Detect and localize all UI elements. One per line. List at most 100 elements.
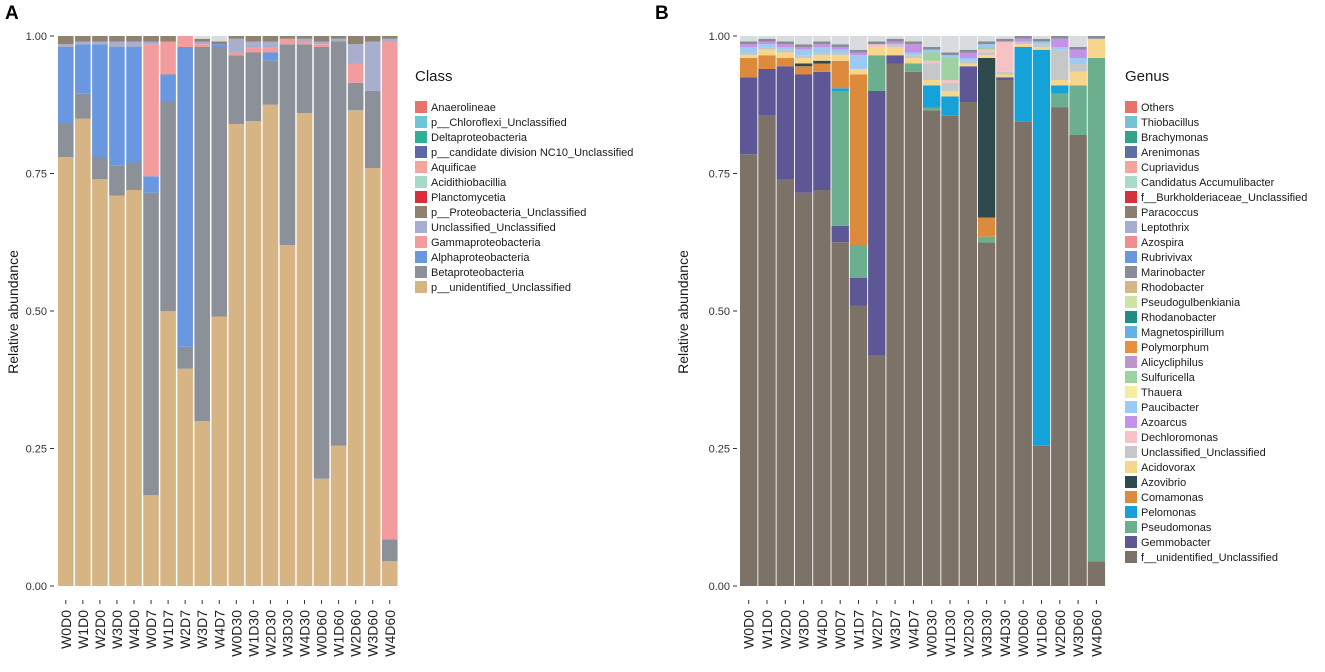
panel-a-legend-label: p__candidate division NC10_Unclassified [431,147,633,159]
panel-b-legend-swatch [1125,131,1137,143]
panel-a-bar-segment [126,47,142,163]
panel-a-bar-segment [109,195,125,586]
panel-a-bar-segment [245,36,262,42]
panel-b-bar-segment [1032,44,1051,47]
panel-a-bar-segment [109,47,125,166]
panel-b-bar-segment [849,49,868,53]
panel-a-legend-swatch [415,236,427,248]
panel-b-bar-segment [776,58,794,67]
panel-b-bar-segment [831,91,849,226]
panel-b-bar-segment [996,71,1014,75]
panel-b-bar-segment [776,179,794,586]
panel-a-legend-label: Aquificae [431,162,476,174]
panel-b-bar-segment [996,74,1014,78]
panel-b-bar-segment [904,41,923,45]
panel-a-bar-segment [296,38,313,42]
panel-a-bar-segment [313,41,330,45]
panel-a-bar-segment [177,368,193,586]
panel-a-bar-segment [75,93,91,119]
panel-b-bar-remainder [1032,36,1051,39]
panel-b-legend-swatch [1125,206,1137,218]
panel-b-bar-segment [831,88,849,91]
panel-a-bar-segment [347,36,364,45]
panel-b-x-tick-label: W3D30 [979,610,995,657]
panel-b-bar-segment [868,355,886,586]
panel-b-legend-swatch [1125,266,1137,278]
panel-b-legend-label: Polymorphum [1141,342,1209,354]
panel-b-y-tick-label: 0.75 [709,169,730,181]
panel-a-bar-segment [92,41,108,45]
panel-b-bar-segment [977,47,996,50]
panel-b-legend-swatch [1125,401,1137,413]
panel-b-legend-swatch [1125,176,1137,188]
panel-a-bar-segment [228,36,245,39]
panel-b-bar-segment [831,55,849,61]
panel-b-legend-label: Azoarcus [1141,417,1187,429]
panel-b-legend-swatch [1125,416,1137,428]
panel-a-bar-segment [143,41,159,45]
panel-b-bar-remainder [849,36,868,50]
panel-b-bar-segment [849,69,868,75]
panel-b-bar-segment [868,41,886,45]
panel-a-bar-segment [330,41,347,446]
panel-a-x-tick-label: W1D60 [331,610,347,657]
panel-b-bar-segment [849,74,868,245]
panel-a-bar-segment [177,47,193,347]
panel-b-bar-remainder [868,36,886,42]
panel-b-bar-segment [1014,41,1032,45]
panel-a-legend-label: Unclassified_Unclassified [431,222,556,234]
panel-b-bar-segment [886,41,904,45]
panel-b-legend-swatch [1125,221,1137,233]
panel-b-bar-segment [794,63,813,67]
panel-b-x-tick-label: W1D7 [851,610,867,649]
panel-b-legend-swatch [1125,116,1137,128]
panel-b-bar-remainder [941,36,959,53]
panel-b-bar-remainder [904,36,923,42]
panel-b-legend-label: Candidatus Accumulibacter [1141,177,1275,189]
panel-a-bar-segment [160,102,176,311]
panel-b-bar-segment [1014,121,1032,586]
panel-b-legend-swatch [1125,386,1137,398]
panel-b-bar-segment [904,63,923,72]
panel-a-legend-swatch [415,101,427,113]
panel-a-x-tick-label: W3D30 [279,610,295,657]
panel-b-bar-segment [959,60,977,64]
panel-a-bar-segment [143,192,159,496]
panel-a-bar-segment [313,44,330,47]
panel-b-bar-segment [923,47,941,50]
panel-b-bar-segment [758,38,776,42]
panel-b-legend-label: Paucibacter [1141,402,1199,414]
panel-b-bar-segment [1051,38,1069,47]
panel-b-bar-segment [941,115,959,586]
panel-b-bar-segment [776,66,794,179]
panel-a-legend-swatch [415,191,427,203]
panel-a-bar-segment [92,157,108,179]
panel-b-bar-segment [1087,561,1106,586]
panel-b-bar-segment [1051,107,1069,586]
panel-b-legend-label: Azospira [1141,237,1185,249]
panel-b-bar-segment [977,49,996,53]
panel-a-bar-segment [296,44,313,113]
panel-a-x-tick-label: W4D0 [126,610,142,649]
panel-a-legend-swatch [415,251,427,263]
panel-a-bar-segment [126,41,142,47]
panel-a-bar-segment [143,36,159,42]
panel-a-bar-segment [58,47,74,124]
panel-b-legend-swatch [1125,461,1137,473]
panel-a-x-tick-label: W3D0 [109,610,125,649]
panel-a-letter: A [5,3,19,24]
panel-a-bar-segment [211,47,228,317]
panel-b-bar-segment [813,71,831,190]
panel-a-y-tick-label: 0.75 [26,169,47,181]
panel-b-x-tick-label: W1D30 [942,610,958,657]
panel-b-bar-segment [813,41,831,45]
panel-a: A Relative abundance Class 0.000.250.500… [5,3,633,657]
panel-a-legend-swatch [415,131,427,143]
panel-b-x-tick-label: W2D60 [1052,610,1068,657]
panel-a-bar-segment [262,60,279,105]
panel-a-bar-segment [92,179,108,586]
panel-b-bar-segment [794,58,813,64]
panel-b-legend-label: Sulfuricella [1141,372,1196,384]
panel-b-legend-swatch [1125,356,1137,368]
